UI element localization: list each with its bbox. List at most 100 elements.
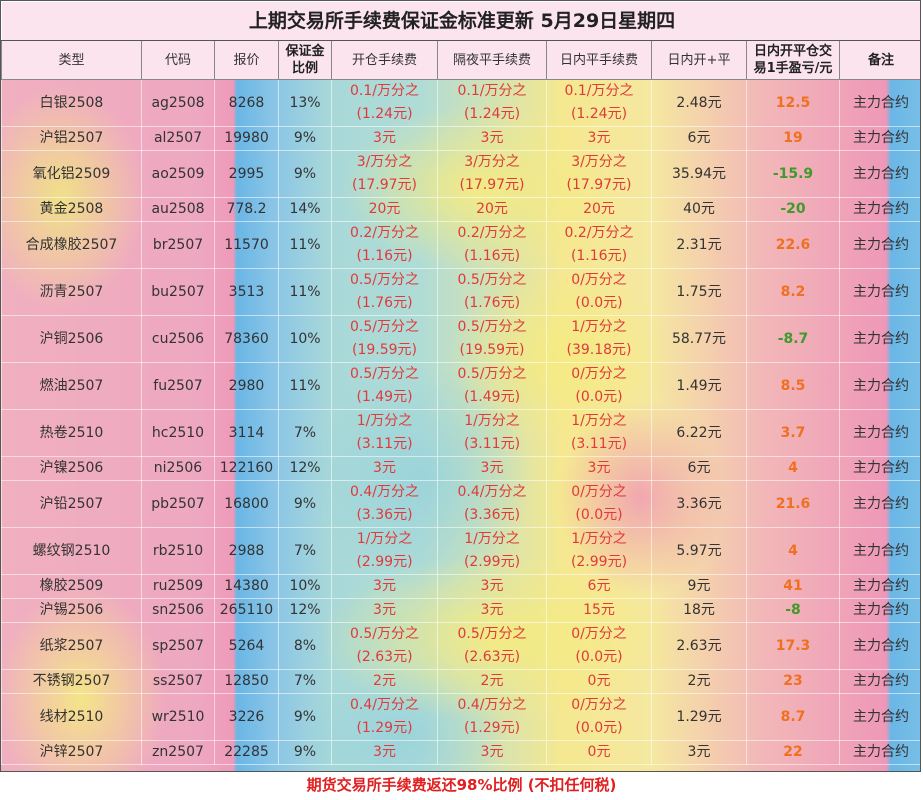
- cell-open-fee-line: 0.4/万分之: [350, 484, 419, 500]
- cell-price: 778.2: [214, 197, 279, 222]
- cell-open-fee: 3/万分之 (17.97元): [331, 150, 438, 198]
- table-row: 不锈钢2507 ss2507 12850 7% 2元 2元 0元 2元 23 主力合约: [1, 669, 920, 694]
- header-note: 备注: [838, 40, 920, 80]
- cell-code: cu2506: [141, 315, 215, 363]
- cell-open-fee: 3元: [331, 598, 438, 623]
- cell-intraday-fee-line: 3/万分之: [571, 154, 627, 170]
- cell-code: rb2510: [141, 527, 215, 575]
- cell-price: 3114: [214, 409, 279, 457]
- cell-overnight-fee-line: (1.24元): [463, 106, 521, 122]
- cell-margin: 12%: [278, 456, 332, 481]
- cell-profit-loss: -15.9: [746, 150, 840, 198]
- cell-note: 主力合约: [838, 456, 920, 481]
- cell-intraday-fee: 0/万分之 (0.0元): [546, 693, 652, 741]
- cell-note: 主力合约: [838, 79, 920, 127]
- cell-intraday-fee-line: (3.11元): [570, 436, 628, 452]
- cell-open-fee-line: (2.99元): [356, 554, 413, 570]
- header-margin: 保证金比例: [278, 40, 332, 80]
- cell-price: 5264: [214, 622, 279, 670]
- cell-open-fee-line: (2.63元): [356, 649, 413, 665]
- cell-margin: 8%: [278, 622, 332, 670]
- cell-margin: 12%: [278, 598, 332, 623]
- cell-code: bu2507: [141, 268, 215, 316]
- cell-price: 2980: [214, 362, 279, 410]
- cell-code: au2508: [141, 197, 215, 222]
- cell-code: ru2509: [141, 574, 215, 599]
- cell-margin: 9%: [278, 126, 332, 151]
- cell-type: 沪锡2506: [1, 598, 142, 623]
- table-row: 沪铅2507 pb2507 16800 9% 0.4/万分之 (3.36元) 0.4/万分之…: [1, 480, 920, 528]
- cell-type: 沪铅2507: [1, 480, 142, 528]
- cell-note: 主力合约: [838, 693, 920, 741]
- cell-type: 沪镍2506: [1, 456, 142, 481]
- cell-open-fee-line: 3/万分之: [356, 154, 413, 170]
- cell-profit-loss: -8.7: [746, 315, 840, 363]
- cell-note: 主力合约: [838, 197, 920, 222]
- cell-type: 白银2508: [1, 79, 142, 127]
- cell-intraday-fee: 20元: [546, 197, 652, 222]
- cell-open-fee-line: 0.2/万分之: [350, 225, 419, 241]
- cell-intraday-total: 1.75元: [651, 268, 747, 316]
- cell-intraday-fee-line: 3元: [587, 130, 611, 146]
- cell-intraday-total: 1.49元: [651, 362, 747, 410]
- cell-code: ss2507: [141, 669, 215, 694]
- cell-overnight-fee: 20元: [437, 197, 547, 222]
- cell-open-fee: 2元: [331, 669, 438, 694]
- cell-overnight-fee-line: 3元: [480, 744, 504, 760]
- cell-open-fee: 0.5/万分之 (19.59元): [331, 315, 438, 363]
- cell-intraday-total: 1.29元: [651, 693, 747, 741]
- cell-overnight-fee-line: 0.4/万分之: [457, 697, 527, 713]
- cell-open-fee-line: 1/万分之: [356, 531, 413, 547]
- cell-code: zn2507: [141, 740, 215, 765]
- cell-type: 沥青2507: [1, 268, 142, 316]
- table-row: 热卷2510 hc2510 3114 7% 1/万分之 (3.11元) 1/万分之 (3.11…: [1, 409, 920, 457]
- header-row: 类型 代码 报价 保证金比例 开仓手续费 隔夜平手续费 日内平手续费 日内开+平…: [1, 40, 920, 80]
- header-open-fee: 开仓手续费: [331, 40, 438, 80]
- cell-margin: 10%: [278, 574, 332, 599]
- cell-intraday-total: 2.63元: [651, 622, 747, 670]
- cell-intraday-fee-line: 3元: [587, 460, 611, 476]
- cell-overnight-fee-line: (1.29元): [463, 720, 521, 736]
- cell-type: 热卷2510: [1, 409, 142, 457]
- cell-price: 14380: [214, 574, 279, 599]
- cell-intraday-fee: 3元: [546, 456, 652, 481]
- cell-overnight-fee-line: 0.5/万分之: [457, 626, 527, 642]
- cell-intraday-fee: 0/万分之 (0.0元): [546, 480, 652, 528]
- cell-open-fee-line: (1.49元): [356, 389, 413, 405]
- cell-intraday-fee-line: 1/万分之: [571, 413, 627, 429]
- cell-note: 主力合约: [838, 527, 920, 575]
- cell-price: 11570: [214, 221, 279, 269]
- cell-intraday-total: 2.48元: [651, 79, 747, 127]
- cell-intraday-fee-line: 0/万分之: [571, 484, 627, 500]
- cell-intraday-total: 2.31元: [651, 221, 747, 269]
- cell-intraday-fee-line: (0.0元): [575, 649, 623, 665]
- cell-intraday-fee-line: (1.24元): [570, 106, 628, 122]
- cell-overnight-fee-line: 3元: [480, 130, 504, 146]
- cell-note: 主力合约: [838, 480, 920, 528]
- cell-open-fee: 3元: [331, 126, 438, 151]
- cell-overnight-fee: 0.1/万分之 (1.24元): [437, 79, 547, 127]
- cell-note: 主力合约: [838, 221, 920, 269]
- cell-open-fee-line: 0.1/万分之: [350, 83, 419, 99]
- table-row: 燃油2507 fu2507 2980 11% 0.5/万分之 (1.49元) 0.5/万分之…: [1, 362, 920, 410]
- cell-intraday-total: 6元: [651, 456, 747, 481]
- cell-open-fee-line: 3元: [373, 578, 396, 594]
- cell-intraday-fee: 1/万分之 (3.11元): [546, 409, 652, 457]
- table-row: 沪铝2507 al2507 19980 9% 3元 3元 3元 6元 19 主力合约: [1, 126, 920, 151]
- cell-profit-loss: 3.7: [746, 409, 840, 457]
- cell-overnight-fee-line: 2元: [480, 673, 504, 689]
- cell-open-fee-line: 0.5/万分之: [350, 626, 419, 642]
- cell-price: 265110: [214, 598, 279, 623]
- cell-type: 纸浆2507: [1, 622, 142, 670]
- cell-overnight-fee: 2元: [437, 669, 547, 694]
- cell-profit-loss: 4: [746, 527, 840, 575]
- table-row: 合成橡胶2507 br2507 11570 11% 0.2/万分之 (1.16元) 0.2/…: [1, 221, 920, 269]
- cell-note: 主力合约: [838, 622, 920, 670]
- cell-profit-loss: 8.7: [746, 693, 840, 741]
- cell-open-fee-line: (19.59元): [351, 342, 417, 358]
- cell-intraday-fee-line: 0/万分之: [571, 272, 627, 288]
- cell-overnight-fee-line: 3/万分之: [464, 154, 520, 170]
- cell-open-fee: 1/万分之 (3.11元): [331, 409, 438, 457]
- cell-margin: 9%: [278, 480, 332, 528]
- cell-note: 主力合约: [838, 669, 920, 694]
